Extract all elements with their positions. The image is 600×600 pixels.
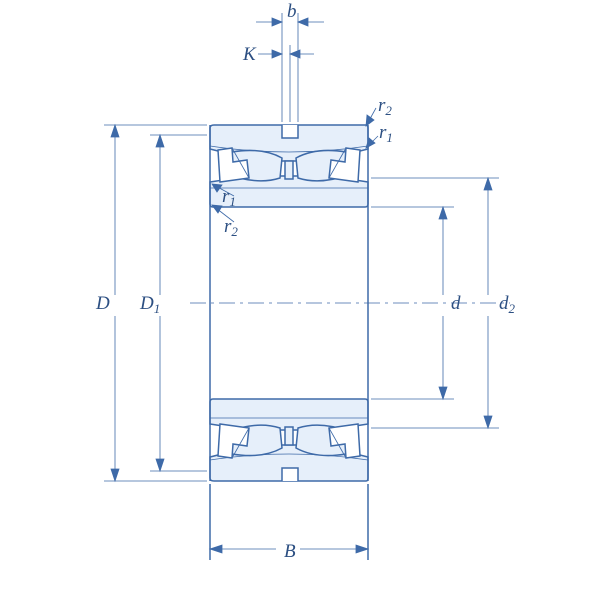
label-b: b [287,1,297,22]
lower-section [210,399,368,481]
label-K: K [242,44,257,65]
label-D: D [95,293,110,314]
label-D1: D1 [139,293,160,316]
label-d: d [451,293,461,314]
center-rib-top [285,161,293,179]
label-r2-left: r2 [224,216,238,239]
label-r1-right: r1 [379,122,393,145]
lube-groove-top [282,125,298,138]
label-r2-right: r2 [378,95,392,118]
label-B: B [284,541,296,562]
label-d2: d2 [499,293,516,316]
bearing-drawing: D D1 d d2 B b K r1 r2 r1 r2 [0,0,600,600]
